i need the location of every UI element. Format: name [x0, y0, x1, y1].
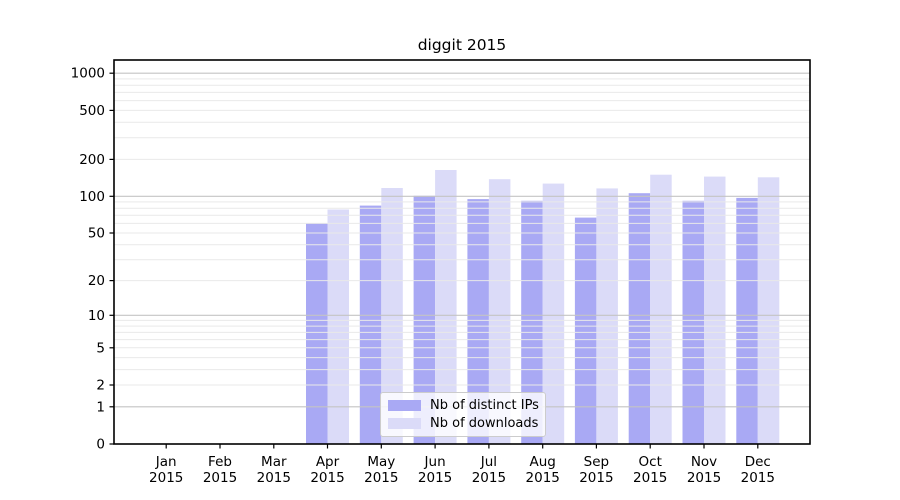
bar-downloads-may — [381, 188, 403, 444]
legend: Nb of distinct IPs Nb of downloads — [380, 392, 546, 437]
x-tick-label-year: 2015 — [149, 470, 183, 486]
x-tick-label-month: May — [367, 454, 395, 470]
bar-distinct-ips-jul — [467, 199, 489, 444]
x-tick-label-month: Jan — [155, 454, 177, 470]
y-tick-label: 2 — [96, 378, 105, 394]
x-tick-label-year: 2015 — [257, 470, 291, 486]
x-tick-label-month: Apr — [316, 454, 340, 470]
x-tick-label-year: 2015 — [741, 470, 775, 486]
x-tick-label-year: 2015 — [203, 470, 237, 486]
x-tick-label-year: 2015 — [364, 470, 398, 486]
x-tick-label-month: Jul — [480, 454, 497, 470]
x-tick-label-month: Aug — [530, 454, 556, 470]
bar-downloads-jul — [488, 179, 511, 444]
x-tick-label-year: 2015 — [633, 470, 667, 486]
legend-label-distinct-ips: Nb of distinct IPs — [430, 398, 539, 413]
chart-title: diggit 2015 — [417, 36, 507, 54]
x-tick-label-year: 2015 — [687, 470, 721, 486]
x-tick-label-month: Dec — [745, 454, 771, 470]
y-tick-label: 50 — [88, 226, 105, 242]
y-tick-label: 200 — [79, 152, 105, 168]
bar-downloads-nov — [704, 176, 726, 444]
legend-item-downloads: Nb of downloads — [388, 416, 539, 431]
bar-distinct-ips-aug — [521, 200, 543, 444]
bar-distinct-ips-may — [359, 205, 382, 444]
y-tick-label: 0 — [96, 437, 105, 453]
y-tick-label: 100 — [79, 189, 105, 205]
y-tick-label: 10 — [88, 308, 105, 324]
legend-item-distinct-ips: Nb of distinct IPs — [388, 398, 539, 413]
x-tick-label-month: Feb — [208, 454, 232, 470]
x-tick-label-year: 2015 — [579, 470, 613, 486]
y-tick-label: 1 — [96, 399, 105, 415]
x-tick-label-month: Mar — [261, 454, 287, 470]
legend-swatch-downloads — [388, 418, 421, 429]
x-tick-label-month: Sep — [584, 454, 609, 470]
x-tick-label-month: Oct — [639, 454, 662, 470]
y-tick-label: 500 — [79, 103, 105, 119]
bar-downloads-dec — [757, 177, 780, 445]
x-tick-label-month: Jun — [424, 454, 446, 470]
bar-downloads-jun — [435, 170, 457, 444]
bar-distinct-ips-sep — [574, 217, 597, 444]
x-tick-label-year: 2015 — [310, 470, 344, 486]
bar-downloads-sep — [596, 188, 618, 444]
x-tick-label-year: 2015 — [418, 470, 452, 486]
legend-swatch-distinct-ips — [388, 400, 421, 411]
plot-frame — [113, 59, 811, 445]
bar-downloads-oct — [650, 174, 672, 444]
legend-label-downloads: Nb of downloads — [430, 416, 539, 431]
y-tick-label: 1000 — [71, 66, 105, 82]
x-tick-label-year: 2015 — [526, 470, 560, 486]
y-tick-label: 20 — [88, 273, 105, 289]
bar-distinct-ips-apr — [306, 223, 328, 444]
bar-distinct-ips-oct — [628, 193, 651, 444]
bar-downloads-aug — [542, 183, 565, 444]
x-tick-label-year: 2015 — [472, 470, 506, 486]
x-tick-label-month: Nov — [691, 454, 717, 470]
bar-distinct-ips-nov — [682, 200, 704, 444]
y-tick-label: 5 — [96, 340, 105, 356]
